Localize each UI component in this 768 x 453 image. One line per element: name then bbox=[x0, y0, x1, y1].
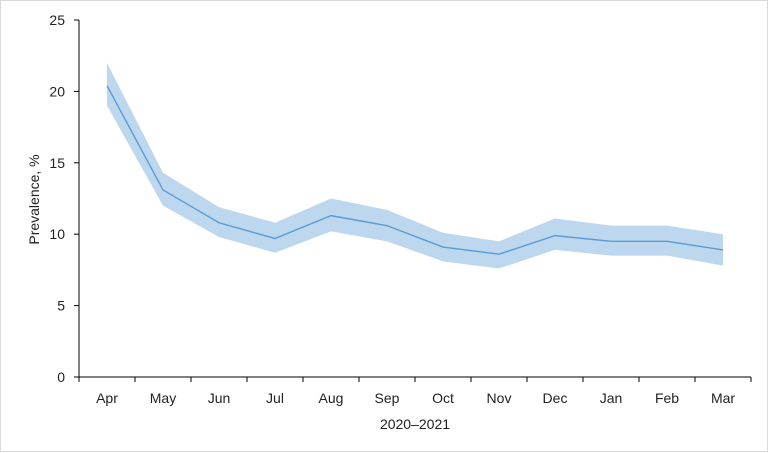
y-tick-label: 5 bbox=[57, 298, 65, 314]
x-tick-label-oct: Oct bbox=[432, 390, 454, 406]
y-tick-label: 25 bbox=[49, 12, 65, 28]
x-tick-label-mar: Mar bbox=[711, 390, 735, 406]
x-axis-title: 2020–2021 bbox=[380, 416, 450, 432]
x-tick-label-aug: Aug bbox=[319, 390, 344, 406]
x-tick-label-jun: Jun bbox=[208, 390, 231, 406]
y-tick-label: 10 bbox=[49, 226, 65, 242]
x-tick-label-sep: Sep bbox=[375, 390, 400, 406]
x-tick-label-feb: Feb bbox=[655, 390, 679, 406]
y-tick-label: 20 bbox=[49, 83, 65, 99]
x-tick-label-may: May bbox=[150, 390, 176, 406]
x-tick-label-jul: Jul bbox=[266, 390, 284, 406]
x-tick-label-apr: Apr bbox=[96, 390, 118, 406]
y-tick-label: 15 bbox=[49, 155, 65, 171]
x-tick-layer: Apr May Jun Jul Aug Sep Oct Nov Dec Jan Feb Mar bbox=[79, 377, 751, 406]
y-tick-layer: 0 5 10 15 20 25 bbox=[49, 12, 79, 385]
y-axis-title: Prevalence, % bbox=[26, 154, 42, 244]
y-tick-label: 0 bbox=[57, 369, 65, 385]
x-tick-label-dec: Dec bbox=[543, 390, 568, 406]
x-tick-label-nov: Nov bbox=[487, 390, 512, 406]
x-tick-label-jan: Jan bbox=[600, 390, 623, 406]
confidence-band-layer bbox=[107, 63, 723, 269]
confidence-band bbox=[107, 63, 723, 269]
